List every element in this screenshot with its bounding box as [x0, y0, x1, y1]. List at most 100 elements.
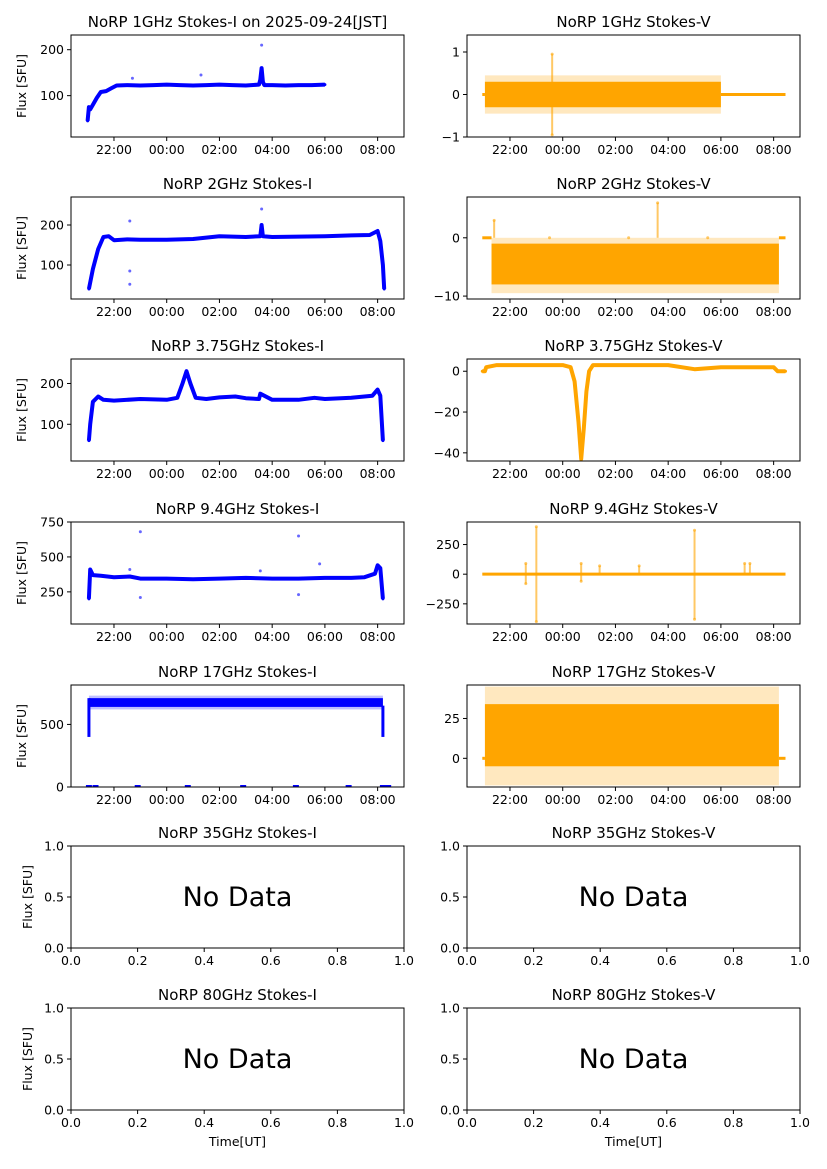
axes-frame — [466, 684, 801, 788]
data-zero-point — [85, 785, 92, 787]
data-point — [91, 267, 95, 271]
data-point — [587, 369, 591, 373]
y-tick-label: −40 — [434, 445, 460, 460]
data-point — [378, 239, 382, 243]
data-spike-point — [656, 201, 660, 205]
subplot-stokes-v-2: 22:00 00:00 02:00 04:00 06:00 08:00 −40 −20 0 NoR… — [434, 337, 801, 481]
data-point — [87, 105, 91, 109]
y-tick-label: 0.5 — [440, 1052, 460, 1067]
y-tick-label: 1.0 — [44, 839, 64, 854]
data-point — [91, 400, 95, 404]
data-spike-point — [693, 617, 697, 621]
y-tick-label: 250 — [40, 584, 64, 599]
subplot-stokes-v-4: 22:00 00:00 02:00 04:00 06:00 08:00 0 25 NoRP 17… — [444, 663, 801, 807]
x-tick-label: 02:00 — [597, 792, 633, 807]
y-tick-label: 100 — [40, 417, 64, 432]
x-tick-label: 04:00 — [650, 792, 686, 807]
y-tick-label: 200 — [40, 42, 64, 57]
y-tick-label: 500 — [40, 549, 64, 564]
x-tick-label: 00:00 — [149, 466, 185, 481]
data-point — [297, 83, 301, 87]
plot-area — [482, 52, 786, 137]
data-spike-point — [706, 236, 710, 240]
x-tick-label: 02:00 — [201, 792, 237, 807]
x-tick-label: 08:00 — [360, 142, 396, 157]
data-point — [204, 83, 208, 87]
data-point — [204, 397, 208, 401]
y-tick-label: −1 — [442, 130, 460, 145]
data-spike-point — [637, 564, 641, 568]
subplot-stokes-i-1: 22:00 00:00 02:00 04:00 06:00 08:00 100 200 NoRP… — [14, 175, 405, 319]
x-tick-label: 0.2 — [128, 1115, 148, 1130]
y-tick-label: 0.0 — [440, 941, 460, 956]
x-tick-label: 02:00 — [597, 629, 633, 644]
subplot-title: NoRP 3.75GHz Stokes-I — [151, 337, 324, 355]
data-spike-point — [492, 218, 496, 222]
subplot-title: NoRP 35GHz Stokes-I — [158, 824, 317, 842]
y-tick-label: 100 — [40, 258, 64, 273]
data-point — [582, 426, 586, 430]
x-tick-label: 22:00 — [492, 142, 528, 157]
x-tick-label: 0.0 — [61, 1115, 81, 1130]
x-tick-label: 08:00 — [756, 629, 792, 644]
data-point — [231, 83, 235, 87]
x-tick-label: 22:00 — [492, 629, 528, 644]
data-point — [480, 369, 484, 373]
data-spike-point — [128, 269, 132, 273]
data-point — [165, 83, 169, 87]
x-tick-label: 22:00 — [96, 466, 132, 481]
y-tick-label: 1.0 — [440, 1001, 460, 1016]
x-tick-label: 06:00 — [703, 629, 739, 644]
y-axis-label: Flux [SFU] — [14, 541, 29, 605]
plot-area — [482, 201, 786, 294]
y-axis-label: Flux [SFU] — [20, 865, 35, 929]
data-spike-point — [199, 73, 203, 77]
data-point — [165, 577, 169, 581]
x-tick-label: 00:00 — [149, 142, 185, 157]
data-series-line — [482, 363, 786, 461]
data-spike-point — [524, 562, 528, 566]
data-point — [191, 84, 195, 88]
data-band — [491, 243, 779, 285]
data-point — [112, 399, 116, 403]
x-tick-label: 00:00 — [149, 629, 185, 644]
x-tick-label: 04:00 — [650, 142, 686, 157]
x-tick-label: 0.8 — [723, 1115, 743, 1130]
axes-frame — [70, 34, 405, 138]
data-point — [270, 83, 274, 87]
x-tick-label: 0.6 — [657, 953, 677, 968]
data-point — [323, 83, 327, 87]
data-point — [112, 575, 116, 579]
data-series-line — [86, 369, 385, 441]
data-point — [283, 84, 287, 88]
x-tick-label: 0.8 — [327, 1115, 347, 1130]
x-tick-label: 06:00 — [703, 142, 739, 157]
data-point — [561, 363, 565, 367]
x-tick-label: 02:00 — [201, 142, 237, 157]
y-tick-label: 0 — [452, 87, 460, 102]
y-tick-label: 0.0 — [440, 1103, 460, 1118]
data-spike-point — [260, 43, 264, 47]
data-point — [270, 577, 274, 581]
subplot-stokes-v-5: No Data 0.0 0.2 0.4 0.6 0.8 1.0 0.0 0.5 1.0 NoRP 3… — [440, 824, 810, 968]
data-point — [191, 577, 195, 581]
data-point — [381, 597, 385, 601]
x-tick-label: 04:00 — [254, 792, 290, 807]
x-tick-label: 02:00 — [201, 466, 237, 481]
subplot-title: NoRP 80GHz Stokes-I — [158, 986, 317, 1004]
data-point — [381, 439, 385, 443]
x-tick-label: 0.0 — [457, 953, 477, 968]
x-tick-label: 02:00 — [201, 304, 237, 319]
x-tick-label: 06:00 — [307, 466, 343, 481]
data-spike-point — [748, 562, 752, 566]
data-point — [244, 576, 248, 580]
x-tick-label: 22:00 — [492, 792, 528, 807]
subplot-title: NoRP 2GHz Stokes-V — [556, 175, 711, 193]
data-point — [244, 396, 248, 400]
plot-area — [482, 525, 786, 624]
data-spike-point — [318, 562, 322, 566]
data-point — [584, 390, 588, 394]
no-data-label: No Data — [579, 882, 689, 913]
y-tick-label: 100 — [40, 88, 64, 103]
data-spike-point — [297, 534, 301, 538]
